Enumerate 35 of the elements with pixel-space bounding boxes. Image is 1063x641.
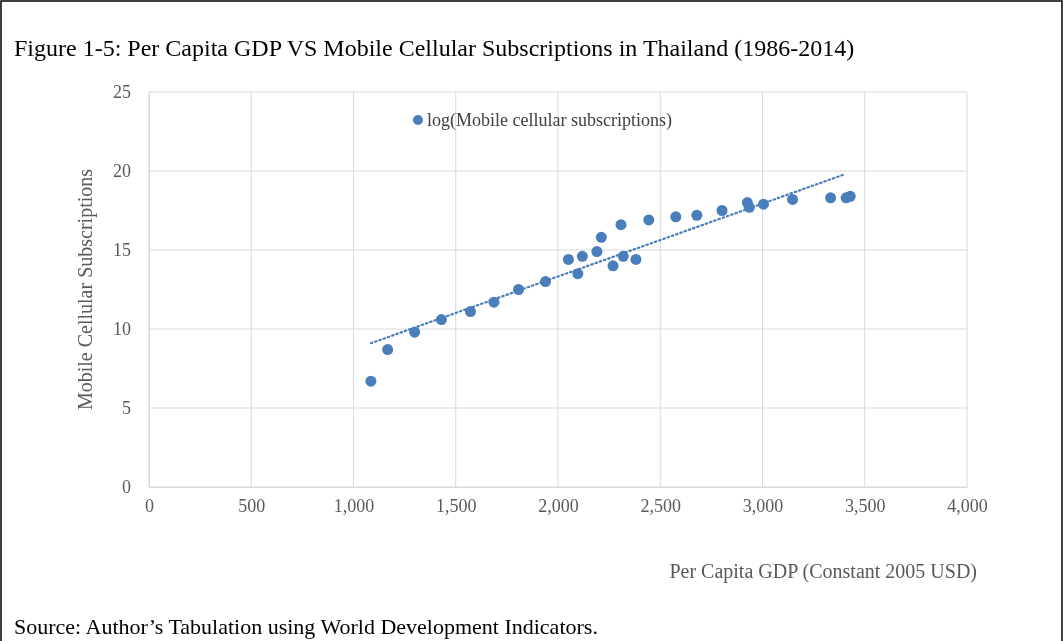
y-tick-label: 20 <box>113 161 131 182</box>
point <box>576 250 588 262</box>
point <box>607 260 619 272</box>
y-axis-title: Mobile Cellular Subscriptions <box>74 168 97 411</box>
point <box>615 219 627 231</box>
y-tick-label: 10 <box>113 319 131 340</box>
y-tick-label: 0 <box>122 477 131 498</box>
y-tick-label: 15 <box>113 240 131 261</box>
point <box>562 253 574 265</box>
x-tick-label: 3,000 <box>742 495 784 516</box>
point <box>595 231 607 243</box>
x-tick-label: 3,500 <box>845 495 886 516</box>
x-tick-label: 2,000 <box>538 495 579 516</box>
x-tick-label: 4,000 <box>947 495 988 516</box>
point <box>670 211 682 223</box>
x-tick-label: 1,000 <box>333 495 375 516</box>
x-tick-label: 0 <box>145 495 154 516</box>
point <box>787 193 799 205</box>
point <box>691 209 703 221</box>
point <box>716 205 728 216</box>
x-tick-label: 500 <box>238 495 266 516</box>
x-tick-label: 2,500 <box>640 495 681 516</box>
point <box>643 214 655 226</box>
point <box>630 253 642 265</box>
point <box>591 246 603 258</box>
point <box>382 344 394 356</box>
x-tick-label: 1,500 <box>436 495 477 516</box>
legend-label: log(Mobile cellular subscriptions) <box>427 110 672 131</box>
point <box>825 192 837 204</box>
x-axis-title: Per Capita GDP (Constant 2005 USD) <box>669 560 977 583</box>
source-note: Source: Author’s Tabulation using World Development Indicators. <box>14 614 598 639</box>
point <box>365 375 377 387</box>
y-tick-label: 5 <box>122 398 131 419</box>
chart-title: Figure 1-5: Per Capita GDP VS Mobile Cellular Subscriptions in Thailand (1986-2014) <box>14 35 855 61</box>
y-tick-label: 25 <box>113 82 131 103</box>
